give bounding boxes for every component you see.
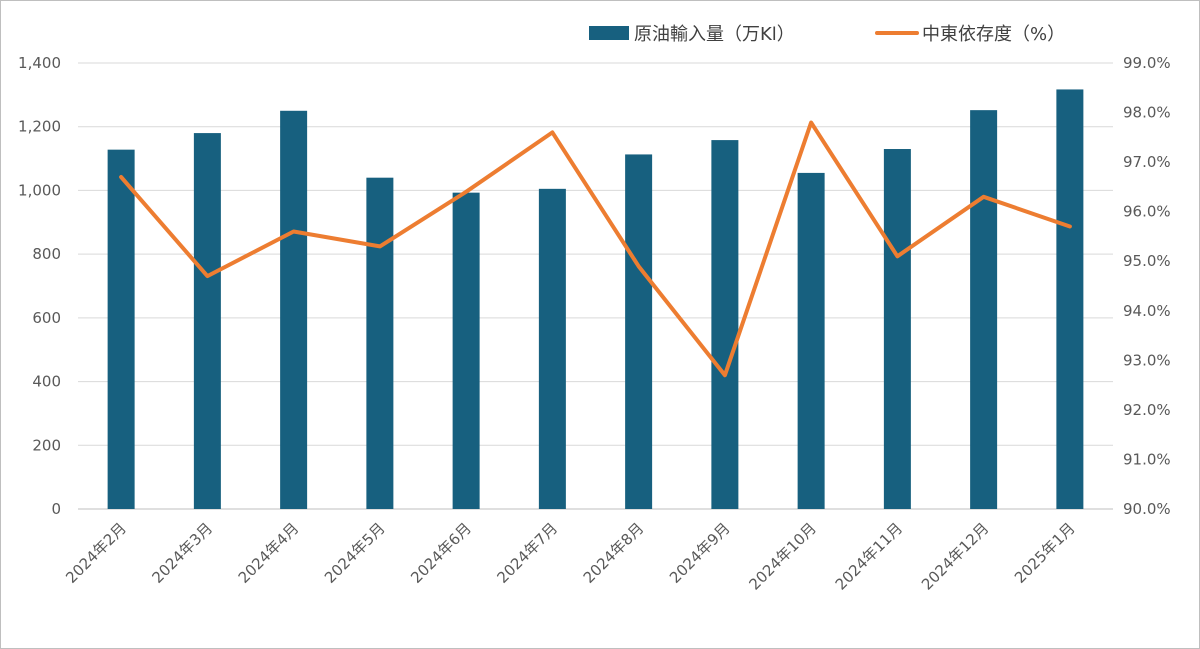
bar xyxy=(797,172,825,509)
bar xyxy=(366,177,394,509)
legend-line-label: 中東依存度（%） xyxy=(922,24,1065,45)
y-right-tick-label: 98.0% xyxy=(1123,104,1171,122)
x-tick-label: 2024年2月 xyxy=(62,519,130,587)
line-point xyxy=(378,244,382,248)
x-tick-label: 2024年12月 xyxy=(918,519,992,593)
y-right-tick-label: 99.0% xyxy=(1123,54,1171,72)
y-right-tick-label: 91.0% xyxy=(1123,450,1171,468)
bar xyxy=(538,188,566,510)
x-tick-label: 2024年6月 xyxy=(407,519,475,587)
line-point xyxy=(292,229,296,233)
line-point xyxy=(982,195,986,199)
x-tick-label: 2024年8月 xyxy=(580,519,648,587)
bar xyxy=(1056,89,1084,509)
x-tick-label: 2024年11月 xyxy=(832,519,906,593)
bar xyxy=(193,133,221,510)
x-tick-label: 2025年1月 xyxy=(1011,519,1079,587)
line-path xyxy=(119,120,1072,378)
y-right-tick-label: 97.0% xyxy=(1123,153,1171,171)
line-point xyxy=(1068,225,1072,229)
y-left-tick-label: 600 xyxy=(32,309,61,327)
bar xyxy=(280,110,308,510)
x-tick-label: 2024年3月 xyxy=(149,519,217,587)
legend: 原油輸入量（万Kl） 中東依存度（%） xyxy=(589,24,1065,45)
legend-bar-label: 原油輸入量（万Kl） xyxy=(634,24,795,45)
y-left-tick-label: 400 xyxy=(32,373,61,391)
right-axis: 90.0% 91.0% 92.0% 93.0% 94.0% 95.0% 96.0% 97.0%… xyxy=(1123,54,1171,518)
bar xyxy=(883,149,911,509)
x-tick-label: 2024年9月 xyxy=(666,519,734,587)
x-axis: 2024年2月 2024年3月 2024年4月 2024年5月 2024年6月 2024年… xyxy=(62,519,1078,593)
line-series xyxy=(119,120,1072,378)
gridlines xyxy=(78,62,1113,510)
bar xyxy=(625,154,653,509)
y-left-tick-label: 200 xyxy=(32,436,61,454)
bar xyxy=(711,140,739,509)
x-tick-label: 2024年10月 xyxy=(746,519,820,593)
y-right-tick-label: 96.0% xyxy=(1123,203,1171,221)
y-left-tick-label: 1,000 xyxy=(18,181,61,199)
x-tick-label: 2024年7月 xyxy=(494,519,562,587)
left-axis: 0 200 400 600 800 1,000 1,200 1,400 xyxy=(18,54,61,518)
line-point xyxy=(809,120,813,124)
y-right-tick-label: 94.0% xyxy=(1123,302,1171,320)
bar xyxy=(452,192,480,509)
legend-bar-swatch xyxy=(589,26,629,40)
x-tick-label: 2024年4月 xyxy=(235,519,303,587)
line-point xyxy=(550,130,554,134)
y-left-tick-label: 0 xyxy=(51,500,61,518)
line-point xyxy=(637,264,641,268)
line-point xyxy=(119,175,123,179)
y-left-tick-label: 1,200 xyxy=(18,118,61,136)
line-point xyxy=(723,373,727,377)
line-point xyxy=(895,254,899,258)
y-right-tick-label: 92.0% xyxy=(1123,401,1171,419)
bar xyxy=(107,149,135,509)
y-left-tick-label: 800 xyxy=(32,245,61,263)
line-point xyxy=(205,274,209,278)
x-tick-label: 2024年5月 xyxy=(321,519,389,587)
line-point xyxy=(464,190,468,194)
y-right-tick-label: 90.0% xyxy=(1123,500,1171,518)
y-left-tick-label: 1,400 xyxy=(18,54,61,72)
bar-series xyxy=(107,89,1084,510)
bar xyxy=(970,110,998,510)
y-right-tick-label: 95.0% xyxy=(1123,252,1171,270)
y-right-tick-label: 93.0% xyxy=(1123,351,1171,369)
